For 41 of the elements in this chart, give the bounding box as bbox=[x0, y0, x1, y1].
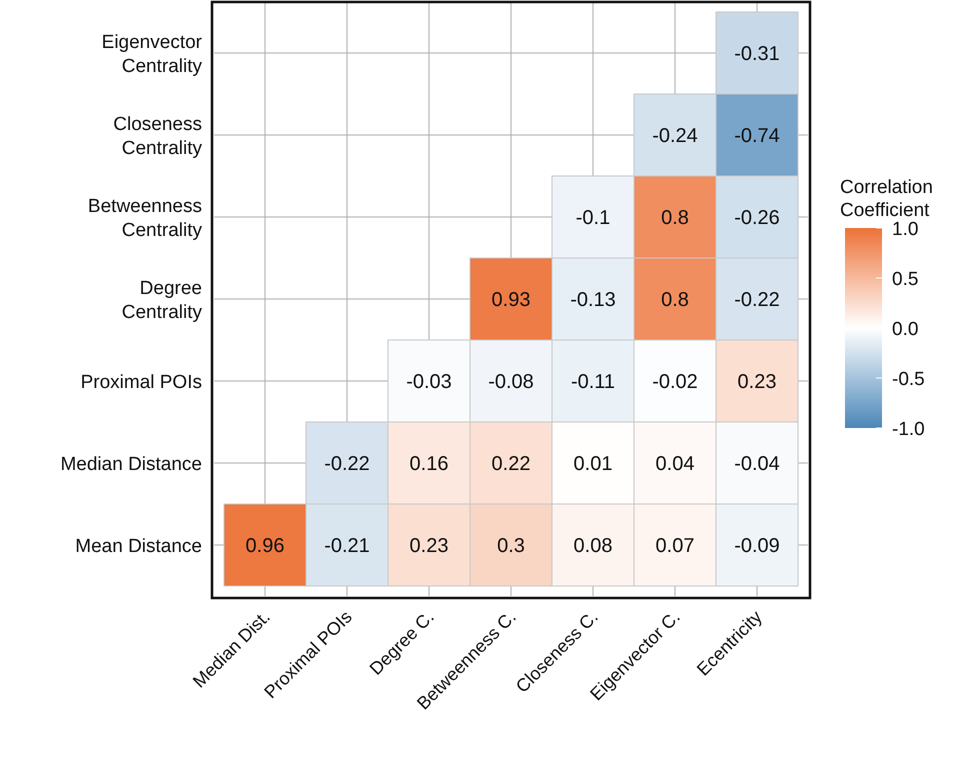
data-label: 0.01 bbox=[574, 453, 612, 475]
data-label: -0.74 bbox=[734, 125, 780, 147]
data-label: -0.21 bbox=[324, 535, 370, 557]
data-label: -0.22 bbox=[734, 289, 780, 311]
data-label: -0.11 bbox=[570, 371, 616, 393]
data-label: 0.23 bbox=[738, 371, 776, 393]
data-label: 0.3 bbox=[497, 535, 525, 557]
data-label: 0.8 bbox=[661, 207, 689, 229]
color-bar-label: -1.0 bbox=[892, 419, 925, 440]
data-label: -0.04 bbox=[734, 453, 780, 475]
data-label: 0.8 bbox=[661, 289, 689, 311]
y-tick-label: Mean Distance bbox=[75, 536, 202, 557]
color-bar-label: 1.0 bbox=[892, 219, 918, 240]
data-label: -0.13 bbox=[570, 289, 616, 311]
data-label: -0.26 bbox=[734, 207, 780, 229]
data-label: -0.1 bbox=[576, 207, 610, 229]
data-label: 0.93 bbox=[492, 289, 530, 311]
y-tick-label: Median Distance bbox=[60, 454, 202, 475]
data-label: 0.96 bbox=[246, 535, 284, 557]
y-tick-label: Betweenness Centrality bbox=[88, 196, 202, 241]
data-label: 0.07 bbox=[656, 535, 694, 557]
color-bar-title: Correlation Coefficient bbox=[840, 177, 933, 221]
color-bar-label: 0.0 bbox=[892, 319, 918, 340]
data-label: -0.31 bbox=[734, 43, 780, 65]
data-label: -0.02 bbox=[652, 371, 698, 393]
data-label: 0.23 bbox=[410, 535, 448, 557]
data-label: -0.03 bbox=[406, 371, 452, 393]
data-label: -0.09 bbox=[734, 535, 780, 557]
data-label: -0.08 bbox=[488, 371, 534, 393]
y-tick-label: Degree Centrality bbox=[122, 278, 202, 323]
data-label: 0.16 bbox=[410, 453, 448, 475]
data-label: -0.22 bbox=[324, 453, 370, 475]
y-tick-label: Closeness Centrality bbox=[113, 114, 202, 159]
color-bar-label: -0.5 bbox=[892, 369, 925, 390]
y-tick-label: Proximal POIs bbox=[80, 372, 202, 393]
data-label: -0.24 bbox=[652, 125, 698, 147]
data-label: 0.08 bbox=[574, 535, 612, 557]
y-tick-label: Eigenvector Centrality bbox=[102, 32, 203, 77]
data-label: 0.22 bbox=[492, 453, 530, 475]
color-bar-label: 0.5 bbox=[892, 269, 918, 290]
data-label: 0.04 bbox=[656, 453, 694, 475]
